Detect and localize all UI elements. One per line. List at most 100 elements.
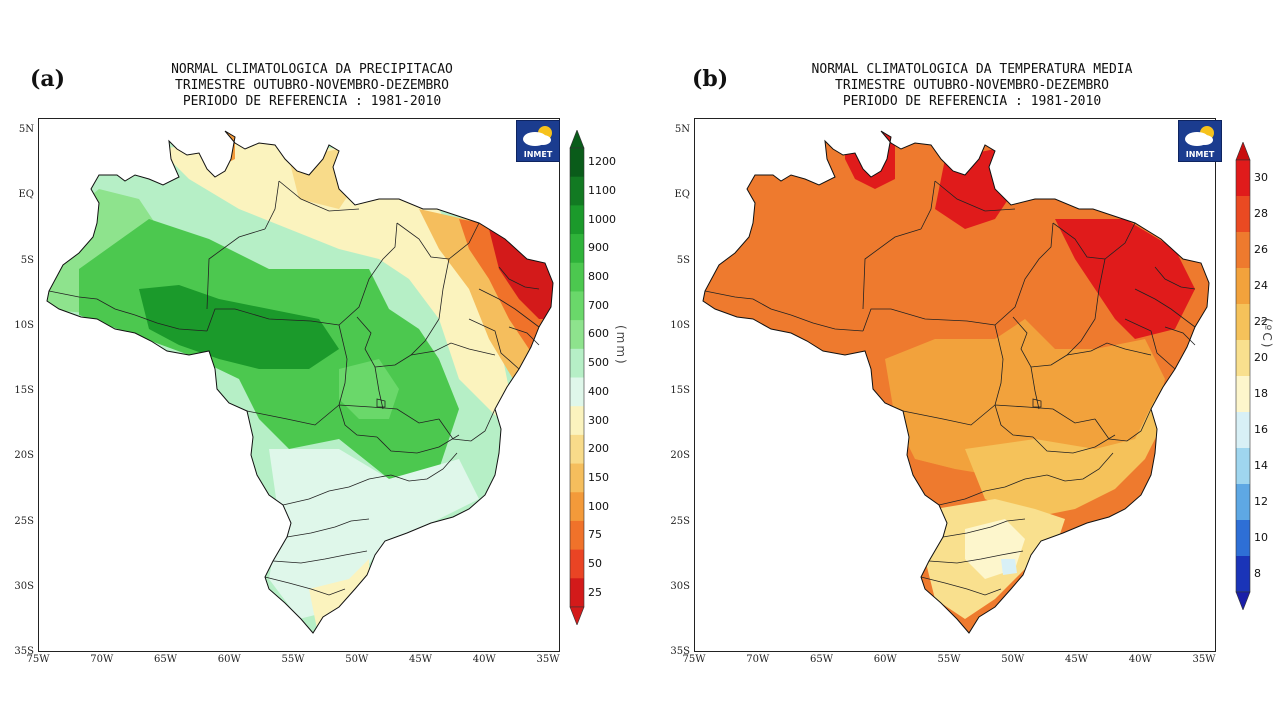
state-border [438, 408, 496, 442]
state-border [338, 222, 398, 326]
colorbar-swatch [570, 262, 584, 292]
state-border [376, 434, 460, 454]
colorbar-label: 400 [588, 384, 609, 398]
colorbar-swatch [570, 377, 584, 407]
colorbar-bottom-arrow [569, 606, 585, 625]
lon-tick-label: 45W [408, 654, 432, 665]
north-coast-dry [159, 139, 509, 419]
colorbar-swatch [570, 549, 584, 579]
colorbar-swatch [570, 406, 584, 436]
colorbar-swatch [570, 463, 584, 493]
colorbar-label: 30 [1254, 171, 1268, 184]
colorbar-swatch [1236, 232, 1250, 269]
state-border [396, 222, 480, 260]
colorbar-label: 100 [588, 499, 609, 513]
colorbar-swatch [1236, 376, 1250, 413]
lon-tick-label: 70W [90, 654, 114, 665]
state-border [410, 342, 496, 356]
lat-tick-label: 5N [674, 124, 690, 135]
panel-letter: (a) [30, 66, 66, 92]
state-border [134, 314, 208, 332]
panel-temperature: (b) NORMAL CLIMATOLOGICA DA TEMPERATURA … [640, 0, 1280, 720]
lon-tick-label: 75W [26, 654, 50, 665]
colorbar-label: 14 [1254, 459, 1268, 472]
map-title: NORMAL CLIMATOLOGICA DA PRECIPITACAO TRI… [102, 62, 522, 110]
state-border [286, 518, 370, 538]
state-border [934, 180, 1016, 212]
colorbar-label: 50 [588, 556, 602, 570]
lon-tick-label: 40W [472, 654, 496, 665]
colorbar-unit: (mm) [614, 325, 628, 366]
ne-hot [1055, 219, 1195, 339]
state-border [994, 404, 1096, 424]
south-wet [269, 449, 479, 619]
state-border [1134, 288, 1196, 328]
colorbar-swatch [570, 520, 584, 551]
colorbar-label: 12 [1254, 495, 1268, 508]
panel-letter: (b) [692, 66, 729, 92]
state-border [920, 180, 936, 230]
title-line-1: NORMAL CLIMATOLOGICA DA PRECIPITACAO [171, 62, 453, 77]
state-border [1066, 342, 1152, 356]
lat-tick-label: 10S [14, 319, 34, 331]
lon-tick-label: 65W [153, 654, 177, 665]
state-border [920, 576, 1002, 596]
state-border [994, 404, 1034, 438]
goias-wet [339, 359, 399, 419]
colorbar-label: 10 [1254, 531, 1268, 544]
colorbar-swatch [1236, 304, 1250, 341]
title-line-3: PERIODO DE REFERENCIA : 1981-2010 [182, 94, 442, 109]
colorbar-unit: (ºC) [1260, 318, 1274, 350]
state-border [282, 474, 392, 506]
lon-tick-label: 55W [281, 654, 305, 665]
map-frame [694, 118, 1216, 652]
state-border [1032, 434, 1116, 454]
state-border [1032, 398, 1042, 408]
colorbar-label: 900 [588, 241, 609, 255]
state-border [206, 308, 340, 332]
colorbar-swatch [1236, 484, 1250, 521]
colorbar-label: 20 [1254, 351, 1268, 364]
lon-tick-label: 35W [536, 654, 560, 665]
colorbar-swatch [1236, 268, 1250, 305]
colorbar-swatch [570, 348, 584, 378]
colorbar-label: 75 [588, 528, 602, 542]
colorbar-label: 300 [588, 413, 609, 427]
state-border [994, 324, 1004, 406]
inmet-logo-text: INMET [523, 150, 553, 159]
map-frame [38, 118, 560, 652]
lagoon [1001, 559, 1017, 575]
panel-precipitation: (a) NORMAL CLIMATOLOGICA DA PRECIPITACAO… [14, 62, 628, 665]
colorbar-label: 1100 [588, 184, 616, 198]
center-warm [885, 319, 1165, 479]
lon-tick-label: 40W [1128, 654, 1152, 665]
state-borders [704, 180, 1196, 596]
colorbar-swatch [1236, 340, 1250, 377]
colorbar [569, 130, 585, 625]
state-border [246, 404, 340, 426]
colorbar-label: 26 [1254, 243, 1268, 256]
lat-tick-label: 25S [670, 515, 690, 527]
state-border [338, 404, 440, 424]
colorbar-label: 8 [1254, 567, 1261, 580]
lon-tick-label: 60W [217, 654, 241, 665]
lon-tick-label: 55W [937, 654, 961, 665]
state-border [1164, 326, 1196, 346]
lat-tick-label: 30S [670, 580, 690, 592]
lat-tick-label: 35S [670, 646, 690, 657]
wet-core [139, 285, 339, 369]
state-border [508, 326, 540, 346]
lon-tick-label: 65W [809, 654, 833, 665]
southeast-mild [965, 399, 1165, 519]
state-border [206, 228, 266, 310]
state-border [338, 404, 378, 438]
state-border [902, 404, 996, 426]
state-border [264, 576, 346, 596]
lat-tick-label: 20S [14, 450, 34, 462]
lat-tick-label: EQ [674, 189, 691, 201]
lon-tick-label: 50W [1001, 654, 1025, 665]
colorbar-swatch [570, 205, 584, 235]
state-border [1046, 452, 1114, 482]
northeast-extreme [489, 229, 553, 319]
state-border [264, 180, 280, 230]
